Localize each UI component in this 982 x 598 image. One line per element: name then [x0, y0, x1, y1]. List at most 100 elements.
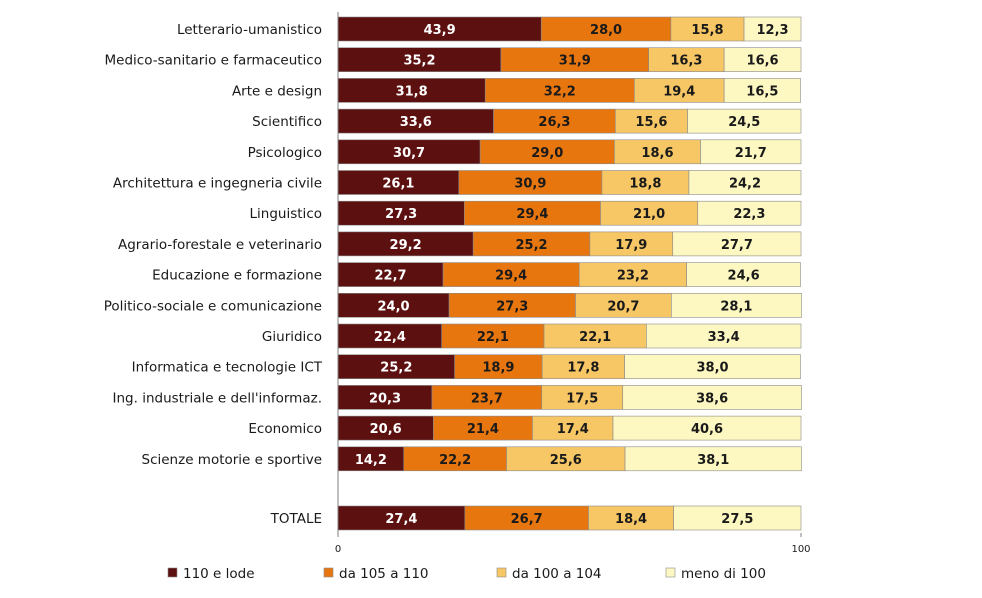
legend-label: da 100 a 104 — [512, 566, 602, 582]
bar-segment — [337, 354, 455, 380]
data-label: 24,5 — [728, 115, 760, 130]
data-label: 18,8 — [629, 177, 661, 192]
category-label: Architettura e ingegneria civile — [113, 176, 322, 192]
bar-segment — [723, 47, 802, 73]
data-label: 28,0 — [590, 23, 622, 38]
bar-segment — [506, 446, 626, 472]
data-label: 17,5 — [566, 391, 598, 406]
data-label: 27,3 — [496, 299, 528, 314]
bar-segment — [541, 385, 624, 410]
bar-segment — [578, 262, 687, 287]
data-label: 28,1 — [720, 299, 752, 314]
data-label: 38,0 — [697, 361, 729, 376]
data-label: 14,2 — [355, 453, 387, 468]
category-label: Ing. industriale e dell'informaz. — [113, 390, 323, 406]
bar-segment — [723, 78, 801, 103]
bar-segment — [646, 323, 802, 349]
bar-segment — [670, 16, 745, 42]
data-label: 19,4 — [663, 84, 695, 99]
bar-segment — [541, 354, 625, 380]
data-label: 18,4 — [615, 512, 647, 527]
bar-segment — [337, 47, 502, 73]
data-label: 29,2 — [390, 238, 422, 253]
data-label: 18,9 — [482, 361, 514, 376]
bar-segment — [688, 170, 802, 195]
category-label: Politico-sociale e comunicazione — [104, 298, 322, 314]
legend-label: da 105 a 110 — [339, 566, 429, 582]
bar-segment — [442, 262, 580, 287]
x-tick-label: 0 — [335, 544, 341, 555]
data-label: 21,4 — [467, 422, 499, 437]
bar-segment — [686, 262, 801, 287]
bar-segment — [622, 385, 802, 410]
data-label: 25,6 — [550, 453, 582, 468]
bar-segment — [624, 446, 802, 472]
legend: 110 e lode da 105 a 110 da 100 a 104 meno d… — [167, 566, 766, 582]
category-label: Linguistico — [250, 206, 322, 222]
category-label: Economico — [248, 421, 322, 437]
bar-segment — [464, 505, 589, 531]
data-label: 20,3 — [369, 391, 401, 406]
data-label: 26,1 — [382, 177, 414, 192]
bar-segment — [500, 47, 649, 73]
legend-label: 110 e lode — [183, 566, 255, 582]
category-label: Scienze motorie e sportive — [142, 452, 323, 468]
data-label: 24,0 — [378, 299, 410, 314]
category-label: Agrario-forestale e veterinario — [118, 237, 322, 253]
category-label: Giuridico — [262, 329, 322, 345]
data-label: 21,7 — [735, 146, 767, 161]
data-label: 20,6 — [370, 422, 402, 437]
data-label: 15,8 — [691, 23, 723, 38]
bar-segment — [687, 108, 802, 134]
bar-segment — [337, 231, 474, 257]
bar-segment — [532, 415, 614, 441]
data-label: 43,9 — [424, 23, 456, 38]
data-label: 30,7 — [393, 146, 425, 161]
data-label: 24,2 — [729, 177, 761, 192]
bar-segment — [543, 323, 647, 349]
bar-segment — [700, 139, 802, 165]
bar-segment — [612, 415, 802, 441]
data-label: 22,4 — [374, 330, 406, 345]
bar-segment — [337, 108, 494, 134]
data-label: 16,6 — [747, 54, 779, 69]
data-label: 23,2 — [617, 269, 649, 284]
data-label: 33,4 — [708, 330, 740, 345]
legend-swatch — [323, 567, 334, 578]
bar-segment — [493, 108, 616, 134]
bar-segment — [575, 292, 672, 318]
bar-segment — [743, 16, 802, 42]
bar-segment — [648, 47, 725, 73]
legend-swatch — [665, 567, 676, 578]
category-label: Arte e design — [232, 83, 322, 99]
data-label: 26,7 — [511, 512, 543, 527]
data-label: 25,2 — [380, 361, 412, 376]
data-label: 17,4 — [557, 422, 589, 437]
bars-layer: Letterario-umanistico 43,9 28,0 15,8 12,3 Med… — [104, 16, 802, 531]
bar-segment — [337, 323, 443, 349]
category-label: Letterario-umanistico — [177, 22, 322, 38]
bar-segment — [479, 139, 615, 165]
bar-segment — [337, 16, 542, 42]
bar-segment — [454, 354, 543, 380]
data-label: 25,2 — [515, 238, 547, 253]
data-label: 16,3 — [670, 54, 702, 69]
data-label: 22,7 — [375, 269, 407, 284]
bar-segment — [337, 385, 433, 410]
data-label: 32,2 — [544, 84, 576, 99]
data-label: 26,3 — [538, 115, 570, 130]
bar-segment — [458, 170, 603, 195]
bar-segment — [624, 354, 801, 380]
data-label: 22,1 — [477, 330, 509, 345]
category-label: TOTALE — [270, 511, 322, 527]
bar-segment — [337, 200, 465, 226]
data-label: 27,7 — [721, 238, 753, 253]
data-label: 22,2 — [439, 453, 471, 468]
data-label: 29,4 — [516, 207, 548, 222]
bar-segment — [433, 415, 533, 441]
data-label: 30,9 — [514, 177, 546, 192]
bar-segment — [697, 200, 802, 226]
data-label: 16,5 — [746, 84, 778, 99]
bar-segment — [337, 170, 460, 195]
